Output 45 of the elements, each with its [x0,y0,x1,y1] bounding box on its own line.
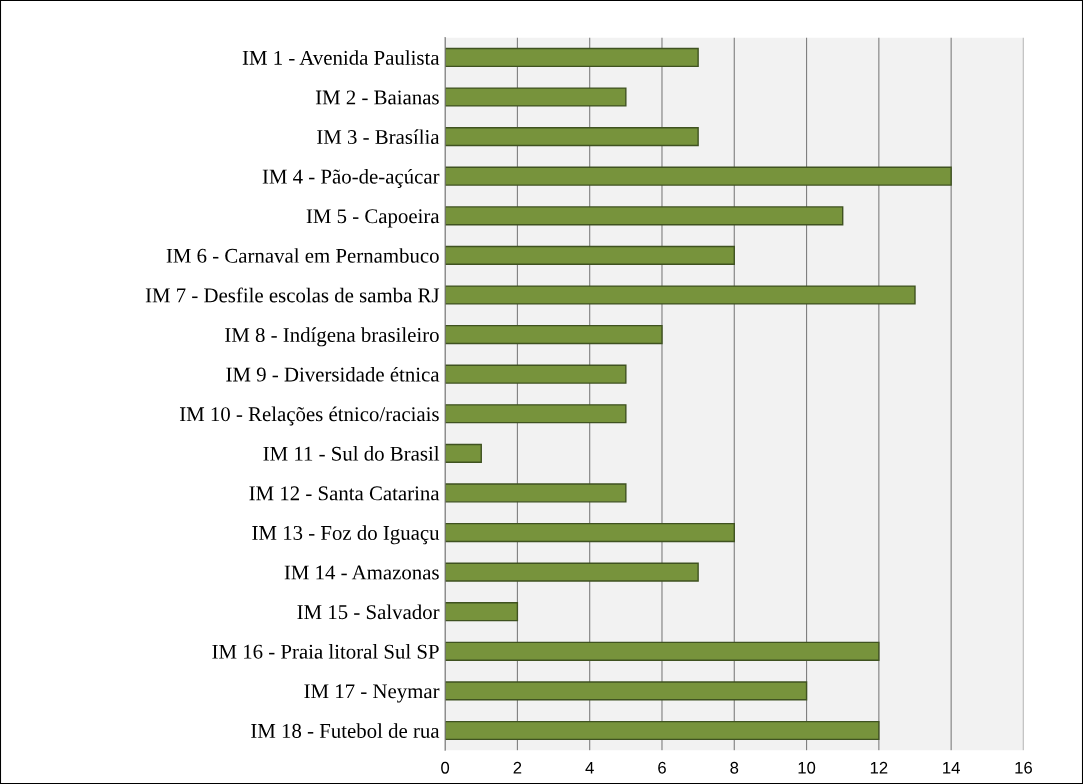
x-tick-label: 6 [658,761,666,774]
y-tick-label: IM 17 - Neymar [304,684,440,703]
y-tick-label: IM 8 - Indígena brasileiro [225,327,439,347]
y-tick-label: IM 10 - Relações étnico/raciais [179,406,439,426]
bar [445,602,519,622]
y-tick-label: IM 6 - Carnaval em Pernambuco [166,248,439,263]
bar [445,483,627,503]
bar [445,47,699,68]
bar [445,285,916,305]
bar [445,245,735,265]
y-tick-label: IM 3 - Brasília [317,129,440,145]
bar [445,364,627,384]
y-tick-label: IM 12 - Santa Catarina [249,486,440,501]
y-tick-label: IM 1 - Avenida Paulista [242,50,440,65]
bar [445,681,808,701]
x-tick-label: 2 [513,761,522,774]
y-tick-label: IM 13 - Foz do Iguaçu [252,525,440,545]
bar [445,720,880,741]
y-tick-label: IM 5 - Capoeira [306,209,440,228]
y-tick-label: IM 4 - Pão-de-açúcar [262,168,440,188]
y-tick-label: IM 9 - Diversidade étnica [226,366,440,382]
x-tick-label: 14 [943,762,960,774]
bar [445,324,663,345]
bar [445,443,482,463]
x-tick-label: 0 [441,761,450,774]
bar [445,562,699,582]
y-tick-label: IM 2 - Baianas [315,90,439,105]
bar [445,127,699,147]
bar [445,522,735,543]
bar [445,87,627,107]
x-tick-label: 4 [585,762,594,774]
x-tick-label: 8 [730,761,739,774]
y-tick-label: IM 14 - Amazonas [284,565,439,580]
y-tick-label: IM 11 - Sul do Brasil [263,446,440,461]
bar [445,206,844,226]
y-tick-label: IM 15 - Salvador [297,604,440,620]
x-tick-label: 16 [1015,761,1032,774]
y-tick-label: IM 7 - Desfile escolas de samba RJ [145,287,440,303]
y-tick-label: IM 18 - Futebol de rua [251,723,440,738]
bar [445,166,952,186]
y-tick-label: IM 16 - Praia litoral Sul SP [212,644,439,659]
bar [445,641,880,661]
x-tick-label: 12 [870,761,888,774]
x-tick-label: 10 [798,761,816,774]
bar [445,404,627,424]
